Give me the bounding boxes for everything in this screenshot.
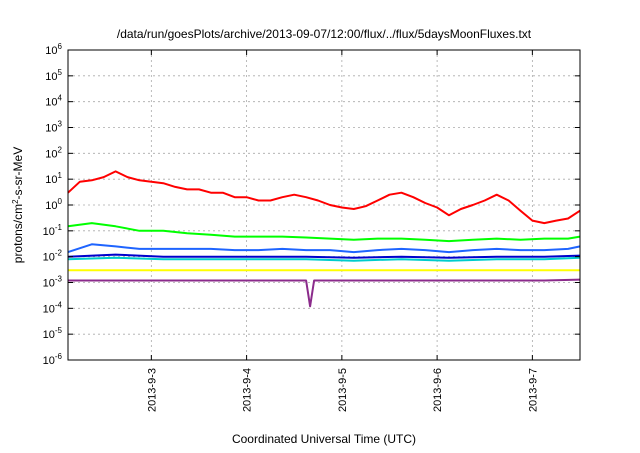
y-tick-base: 10 xyxy=(45,174,57,186)
series-group xyxy=(67,170,581,308)
y-tick-exponent: -4 xyxy=(55,300,63,309)
y-tick-label: 10-2 xyxy=(43,249,63,264)
x-tick-label: 2013-9-5 xyxy=(337,368,349,412)
y-tick-label: 10-1 xyxy=(43,223,63,238)
series-line-1 xyxy=(67,170,581,225)
y-tick-exponent: 3 xyxy=(58,120,63,129)
y-tick-base: 10 xyxy=(45,200,57,212)
y-tick-base: 10 xyxy=(45,97,57,109)
y-tick-label: 106 xyxy=(45,42,62,57)
y-tick-base: 10 xyxy=(43,303,55,315)
series-line-2 xyxy=(67,222,581,243)
y-tick-base: 10 xyxy=(43,329,55,341)
y-tick-base: 10 xyxy=(43,226,55,238)
x-tick-label: 2013-9-6 xyxy=(432,368,444,412)
series-line-4 xyxy=(67,256,581,262)
y-tick-label: 105 xyxy=(45,68,62,83)
y-tick-exponent: 6 xyxy=(58,42,63,51)
series-line-3 xyxy=(67,243,581,254)
y-tick-label: 103 xyxy=(45,120,62,135)
y-tick-base: 10 xyxy=(43,355,55,367)
y-tick-exponent: 2 xyxy=(58,145,63,154)
x-axis-label: Coordinated Universal Time (UTC) xyxy=(232,432,416,446)
y-tick-base: 10 xyxy=(45,148,57,160)
y-tick-label: 10-4 xyxy=(43,300,63,315)
y-tick-exponent: -2 xyxy=(55,249,63,258)
y-tick-exponent: -5 xyxy=(55,326,63,335)
grid-lines xyxy=(68,50,580,360)
y-tick-exponent: -6 xyxy=(55,352,63,361)
series-line-7 xyxy=(68,278,581,308)
series-line-5 xyxy=(67,253,581,259)
y-tick-exponent: -3 xyxy=(55,275,63,284)
y-tick-exponent: 1 xyxy=(58,171,63,180)
plot-frame xyxy=(67,49,581,361)
y-axis-label-sup: 2 xyxy=(11,199,20,204)
y-tick-base: 10 xyxy=(43,278,55,290)
x-tick-label: 2013-9-7 xyxy=(527,368,539,412)
y-tick-label: 100 xyxy=(45,197,62,212)
y-tick-label: 104 xyxy=(45,94,62,109)
chart-title: /data/run/goesPlots/archive/2013-09-07/1… xyxy=(117,27,532,41)
y-tick-exponent: 0 xyxy=(58,197,63,206)
y-tick-label: 10-3 xyxy=(43,275,63,290)
x-tick-label: 2013-9-4 xyxy=(242,368,254,412)
y-tick-base: 10 xyxy=(45,123,57,135)
y-tick-exponent: 4 xyxy=(58,94,63,103)
y-tick-exponent: -1 xyxy=(55,223,63,232)
y-tick-exponent: 5 xyxy=(58,68,63,77)
y-axis-label: protons/cm2-s-sr-MeV xyxy=(11,147,25,263)
y-tick-base: 10 xyxy=(43,252,55,264)
y-tick-label: 10-5 xyxy=(43,326,63,341)
x-tick-label: 2013-9-3 xyxy=(146,368,158,412)
y-tick-label: 10-6 xyxy=(43,352,63,367)
y-tick-label: 102 xyxy=(45,145,62,160)
y-tick-base: 10 xyxy=(45,71,57,83)
y-axis-label-tail: -s-sr-MeV xyxy=(11,147,25,200)
y-tick-base: 10 xyxy=(45,45,57,57)
y-tick-label: 101 xyxy=(45,171,62,186)
ticks-group: 10-610-510-410-310-210-11001011021031041… xyxy=(43,42,580,412)
y-axis-label-base: protons/cm xyxy=(11,204,25,263)
